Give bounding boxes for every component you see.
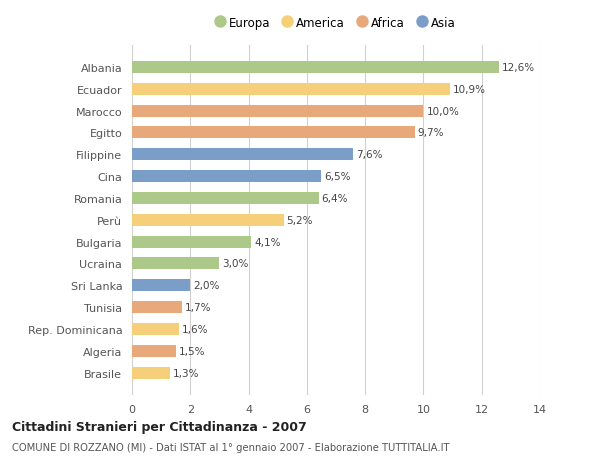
Text: COMUNE DI ROZZANO (MI) - Dati ISTAT al 1° gennaio 2007 - Elaborazione TUTTITALIA: COMUNE DI ROZZANO (MI) - Dati ISTAT al 1… — [12, 442, 449, 452]
Bar — [132, 236, 251, 248]
Text: Cittadini Stranieri per Cittadinanza - 2007: Cittadini Stranieri per Cittadinanza - 2… — [12, 420, 307, 433]
Text: 6,5%: 6,5% — [325, 172, 351, 182]
Bar — [132, 106, 424, 118]
Text: 3,0%: 3,0% — [223, 259, 249, 269]
Text: 4,1%: 4,1% — [254, 237, 281, 247]
Text: 1,3%: 1,3% — [173, 368, 199, 378]
Legend: Europa, America, Africa, Asia: Europa, America, Africa, Asia — [217, 17, 455, 30]
Text: 10,9%: 10,9% — [452, 84, 485, 95]
Bar — [132, 367, 170, 379]
Bar — [132, 323, 179, 335]
Text: 7,6%: 7,6% — [356, 150, 383, 160]
Text: 1,7%: 1,7% — [184, 302, 211, 313]
Bar — [132, 171, 322, 183]
Bar — [132, 345, 176, 357]
Text: 6,4%: 6,4% — [322, 194, 348, 203]
Text: 5,2%: 5,2% — [286, 215, 313, 225]
Bar — [132, 149, 353, 161]
Bar — [132, 302, 182, 313]
Text: 2,0%: 2,0% — [193, 281, 220, 291]
Bar — [132, 214, 284, 226]
Text: 1,5%: 1,5% — [179, 346, 205, 356]
Text: 1,6%: 1,6% — [182, 325, 208, 334]
Text: 10,0%: 10,0% — [427, 106, 459, 116]
Bar — [132, 62, 499, 74]
Bar — [132, 258, 220, 270]
Bar — [132, 192, 319, 205]
Bar — [132, 84, 449, 95]
Bar — [132, 127, 415, 139]
Text: 9,7%: 9,7% — [418, 128, 444, 138]
Bar — [132, 280, 190, 292]
Text: 12,6%: 12,6% — [502, 63, 535, 73]
